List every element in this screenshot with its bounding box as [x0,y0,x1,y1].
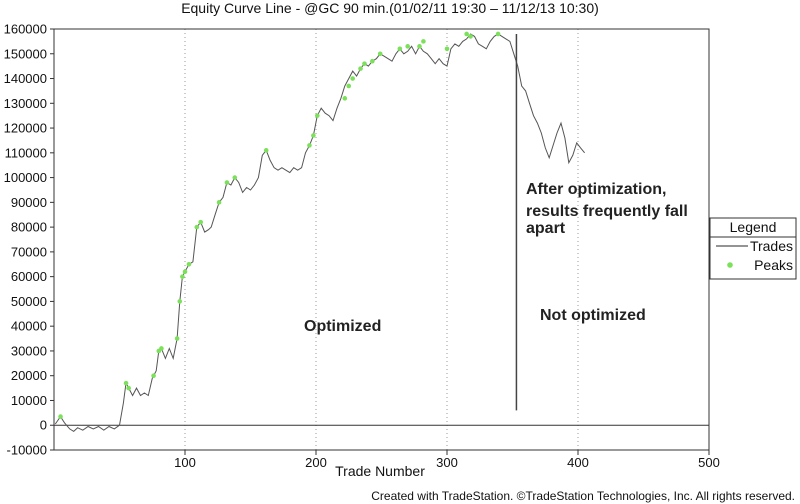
y-axis: -10000 0 10000 20000 30000 40000 50000 60000 700… [4,22,54,458]
peak-point [370,58,375,64]
peak-point [307,143,312,148]
peak-point [182,269,188,274]
y-tick-label: 100000 [4,170,47,185]
peak-point [180,274,185,279]
peak-point [405,44,411,49]
legend-trades-label: Trades [750,238,793,254]
peak-point [417,44,422,49]
peak-point [311,133,316,138]
peak-point [216,200,222,205]
peak-point [346,83,352,89]
peak-point [198,219,204,225]
y-tick-label: 90000 [11,195,47,210]
plot-area-frame [53,28,710,451]
x-axis: 100 200 300 400 500 [174,450,720,470]
trades-series-line [54,33,585,433]
x-axis-title: Trade Number [335,463,425,479]
y-tick-label: 20000 [11,368,47,383]
peak-point [224,180,230,185]
y-tick-label: 80000 [11,220,47,235]
legend-title: Legend [730,219,777,235]
peak-point [350,76,355,81]
y-tick-label: 130000 [4,96,47,111]
peak-point [159,346,164,351]
peak-point [177,299,183,304]
y-tick-label: 30000 [11,343,47,358]
annotation-line: apart [526,220,566,237]
peak-point [444,46,450,52]
chart-title: Equity Curve Line - @GC 90 min.(01/02/11… [181,0,599,16]
y-tick-label: 160000 [4,22,47,37]
x-tick-label: 400 [567,455,589,470]
peak-point [377,51,383,57]
x-tick-label: 500 [698,455,720,470]
annotation-line: results frequently fall [526,203,688,220]
peak-point [263,148,269,153]
y-tick-label: 10000 [11,393,47,408]
annotation-not-optimized: Not optimized [540,307,646,324]
peaks-series [58,31,501,419]
peak-point [315,113,320,118]
credit-text: Created with TradeStation. ©TradeStation… [371,489,795,503]
peak-point [495,31,501,37]
y-tick-label: 150000 [4,46,47,61]
y-tick-label: 50000 [11,294,47,309]
peak-point [362,61,367,66]
peak-point [123,380,129,386]
legend-box [709,217,797,280]
y-tick-label: 40000 [11,319,47,334]
vertical-grid-lines [184,29,579,450]
y-tick-label: 0 [40,418,47,433]
chart-legend: Legend Trades Peaks [709,217,797,280]
peak-point [421,39,426,44]
peak-point [464,31,469,37]
legend-peaks-swatch [727,262,733,268]
x-tick-label: 100 [174,455,196,470]
x-tick-label: 300 [436,455,458,470]
peak-point [358,66,363,71]
y-tick-label: 110000 [5,145,47,160]
peak-point [232,175,238,180]
peak-point [194,224,200,230]
peak-point [397,46,403,52]
peak-point [174,336,180,341]
y-tick-label: 70000 [11,244,47,259]
peak-point [126,385,131,391]
peak-point [186,261,192,267]
peak-point [58,414,63,419]
peak-point [468,34,473,39]
y-tick-label: 140000 [4,71,47,86]
peak-point [342,96,348,101]
x-tick-label: 200 [305,455,327,470]
annotation-after-optimization: After optimization, results frequently f… [526,181,688,237]
y-tick-label: -10000 [7,443,47,458]
annotation-optimized: Optimized [304,318,381,335]
y-tick-label: 60000 [11,269,47,284]
peak-point [151,373,156,379]
legend-peaks-label: Peaks [754,257,793,273]
y-tick-label: 120000 [4,121,47,136]
annotation-line: After optimization, [526,181,666,198]
